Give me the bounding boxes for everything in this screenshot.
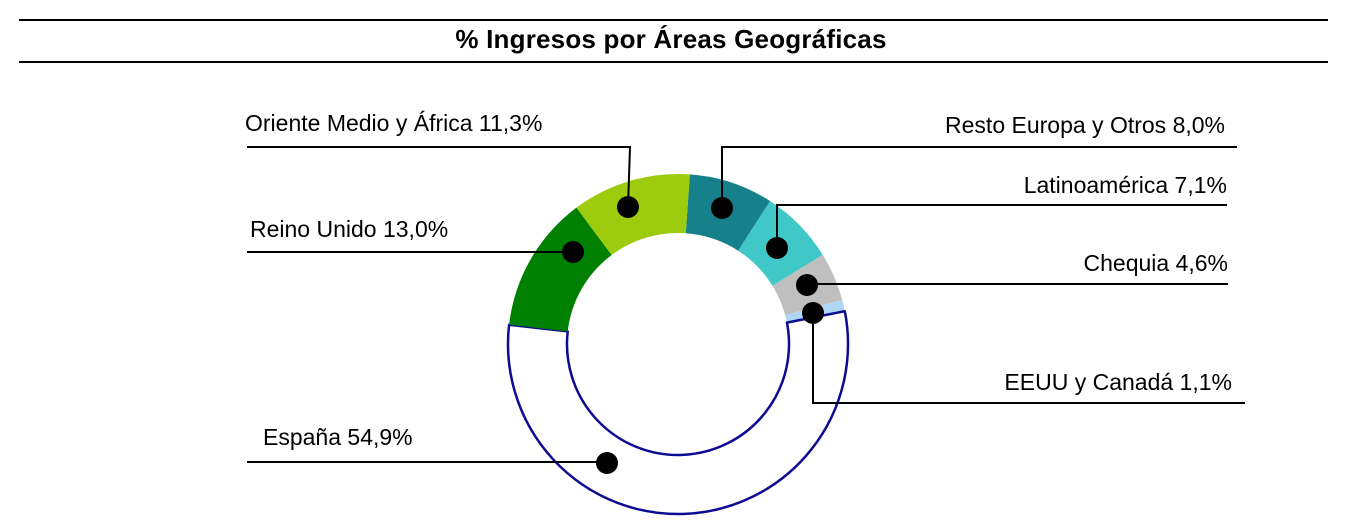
callout-dot-resto-europa-y-otros [711, 197, 733, 219]
callout-dot-oriente-medio-y-africa [617, 196, 639, 218]
leader-line-latinoamerica [776, 204, 1227, 248]
donut-segment-espana [506, 309, 850, 516]
title-bottom-rule [19, 61, 1328, 63]
chart-title: % Ingresos por Áreas Geográficas [455, 24, 887, 54]
callout-dot-latinoamerica [766, 237, 788, 259]
label-resto-europa-y-otros: Resto Europa y Otros 8,0% [945, 112, 1225, 138]
label-espana: España 54,9% [263, 424, 413, 450]
callout-dots [562, 196, 824, 474]
label-chequia: Chequia 4,6% [1084, 250, 1229, 276]
donut-segment-reino-unido [509, 207, 612, 332]
callout-dot-espana [596, 452, 618, 474]
callout-dot-eeuu-y-canada [802, 302, 824, 324]
label-reino-unido: Reino Unido 13,0% [250, 216, 448, 242]
leader-line-oriente-medio-y-africa [247, 146, 632, 208]
leader-line-resto-europa-y-otros [721, 146, 1237, 208]
title-top-rule [19, 19, 1328, 21]
callout-labels: Resto Europa y Otros 8,0% Latinoamérica … [245, 110, 1232, 450]
leader-line-eeuu-y-canada [812, 313, 1245, 404]
label-oriente-medio-y-africa: Oriente Medio y África 11,3% [245, 110, 542, 136]
label-latinoamerica: Latinoamérica 7,1% [1024, 172, 1227, 198]
callout-dot-chequia [796, 274, 818, 296]
callout-leader-lines [247, 146, 1245, 463]
callout-dot-reino-unido [562, 241, 584, 263]
label-eeuu-y-canada: EEUU y Canadá 1,1% [1004, 369, 1232, 395]
